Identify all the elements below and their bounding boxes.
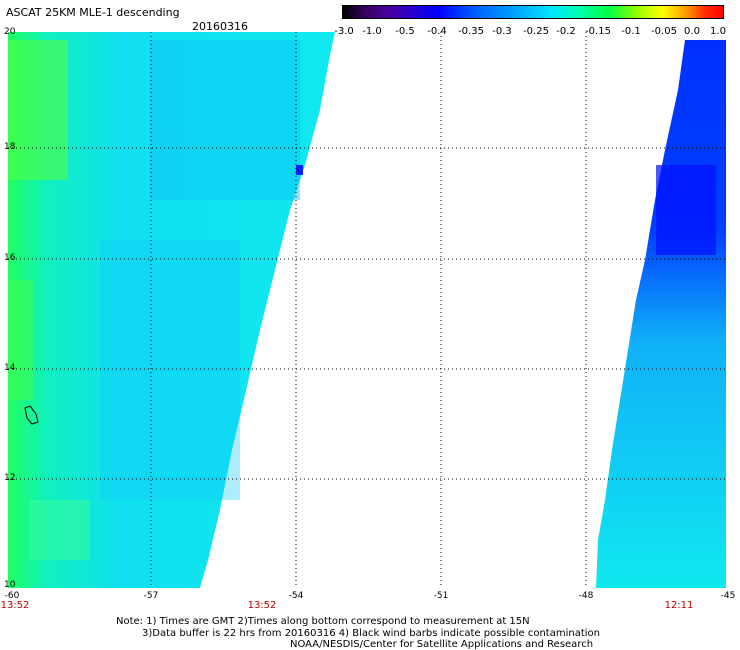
lon-label: -54 [288,591,304,601]
lat-label: 10 [4,580,16,590]
blue-patch [100,240,240,500]
time-label: 13:52 [0,600,30,611]
green-patch [8,280,33,400]
colorbar-label: 1.0 [710,26,726,37]
gridlines [8,32,726,588]
blue-patch [150,40,300,200]
colorbar [342,5,724,19]
colorbar-label: -0.05 [651,26,677,37]
colorbar-label: -0.3 [492,26,512,37]
note-line: 3)Data buffer is 22 hrs from 20160316 4)… [142,628,600,639]
time-label: 13:52 [247,600,277,611]
colorbar-label: -3.0 [334,26,354,37]
lat-label: 14 [4,363,16,373]
product-date: 20160316 [192,20,248,33]
left-swath [8,32,335,588]
colorbar-label: -0.25 [523,26,549,37]
lat-label: 16 [4,253,16,263]
lon-label: -48 [578,591,594,601]
blue-patch [296,165,303,175]
lat-label: 12 [4,473,16,483]
lon-label: -45 [720,591,736,601]
colorbar-label: -1.0 [362,26,382,37]
note-line: NOAA/NESDIS/Center for Satellite Applica… [290,639,594,650]
colorbar-label: -0.5 [395,26,415,37]
island-outline [24,405,39,425]
colorbar-label: -0.1 [621,26,641,37]
right-swath [596,40,726,588]
lon-label: -60 [4,591,20,601]
lon-label: -51 [433,591,449,601]
colorbar-label: -0.15 [585,26,611,37]
colorbar-label: -0.2 [556,26,576,37]
colorbar-label: 0.0 [684,26,700,37]
green-patch [30,500,90,560]
time-label: 12:11 [664,600,694,611]
colorbar-label: -0.35 [458,26,484,37]
lon-label: -57 [143,591,159,601]
colorbar-label: -0.4 [427,26,447,37]
lat-label: 20 [4,27,16,37]
blue-patch [656,165,716,255]
product-title: ASCAT 25KM MLE-1 descending [6,6,180,19]
green-patch [8,40,68,180]
lat-label: 18 [4,142,16,152]
note-line: Note: 1) Times are GMT 2)Times along bot… [116,616,530,627]
